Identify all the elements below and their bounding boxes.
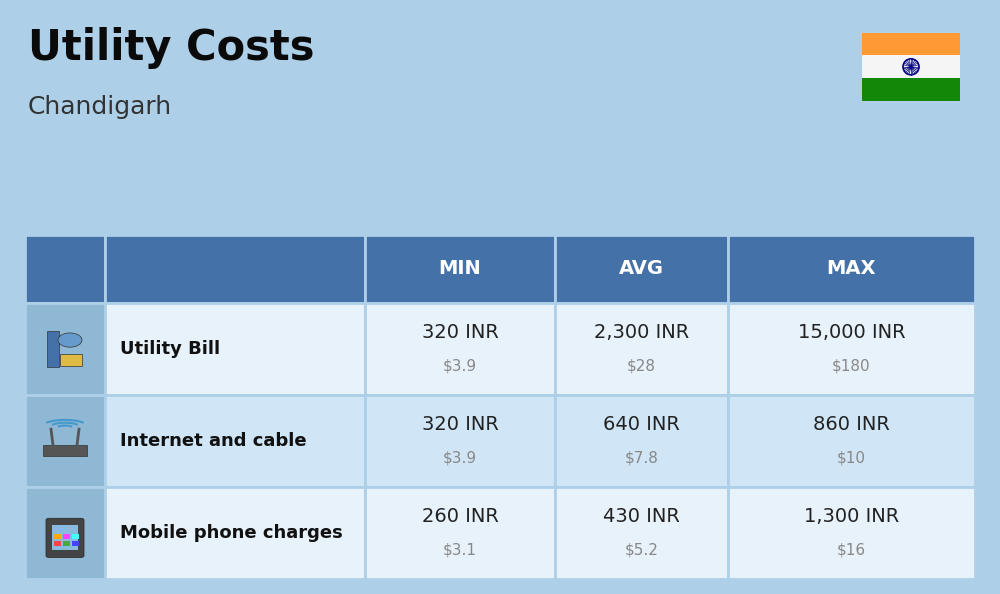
Text: Internet and cable: Internet and cable <box>120 432 307 450</box>
Text: $3.1: $3.1 <box>443 542 477 557</box>
Bar <box>25 235 105 303</box>
Text: $28: $28 <box>627 358 656 373</box>
Text: 430 INR: 430 INR <box>603 507 680 526</box>
Bar <box>555 303 728 395</box>
Text: 320 INR: 320 INR <box>422 415 498 434</box>
Text: 260 INR: 260 INR <box>422 507 498 526</box>
Text: $5.2: $5.2 <box>625 542 658 557</box>
Bar <box>72 534 79 539</box>
Bar <box>728 395 975 487</box>
Text: $16: $16 <box>837 542 866 557</box>
Text: Mobile phone charges: Mobile phone charges <box>120 524 343 542</box>
Bar <box>105 487 365 579</box>
Text: Utility Costs: Utility Costs <box>28 27 314 69</box>
Bar <box>63 534 70 539</box>
Text: MAX: MAX <box>827 260 876 278</box>
Text: 320 INR: 320 INR <box>422 323 498 342</box>
Text: 860 INR: 860 INR <box>813 415 890 434</box>
Bar <box>365 487 555 579</box>
Text: 1,300 INR: 1,300 INR <box>804 507 899 526</box>
Text: $7.8: $7.8 <box>625 450 658 465</box>
Bar <box>728 235 975 303</box>
Bar <box>105 303 365 395</box>
Text: $10: $10 <box>837 450 866 465</box>
Bar <box>60 354 82 366</box>
Bar <box>25 487 105 579</box>
Bar <box>862 78 960 101</box>
Bar <box>54 534 61 539</box>
FancyBboxPatch shape <box>46 518 84 557</box>
Bar <box>63 541 70 546</box>
Bar <box>862 33 960 55</box>
Bar <box>862 55 960 78</box>
Bar <box>555 487 728 579</box>
Bar <box>47 331 59 367</box>
Bar <box>105 395 365 487</box>
Bar <box>54 541 61 546</box>
Text: Utility Bill: Utility Bill <box>120 340 220 358</box>
Bar <box>555 395 728 487</box>
Bar <box>25 395 105 487</box>
Text: $3.9: $3.9 <box>443 358 477 373</box>
Bar <box>52 525 78 550</box>
Bar <box>728 487 975 579</box>
Text: MIN: MIN <box>439 260 481 278</box>
Bar <box>365 235 555 303</box>
Text: Chandigarh: Chandigarh <box>28 95 172 119</box>
Bar <box>43 446 87 456</box>
Text: 640 INR: 640 INR <box>603 415 680 434</box>
Bar <box>555 235 728 303</box>
Bar <box>25 303 105 395</box>
Text: $180: $180 <box>832 358 871 373</box>
Bar <box>365 303 555 395</box>
Bar <box>365 395 555 487</box>
Bar <box>728 303 975 395</box>
Text: AVG: AVG <box>619 260 664 278</box>
Text: 2,300 INR: 2,300 INR <box>594 323 689 342</box>
Text: 15,000 INR: 15,000 INR <box>798 323 905 342</box>
Circle shape <box>58 333 82 347</box>
Bar <box>105 235 365 303</box>
Bar <box>72 541 79 546</box>
Text: $3.9: $3.9 <box>443 450 477 465</box>
